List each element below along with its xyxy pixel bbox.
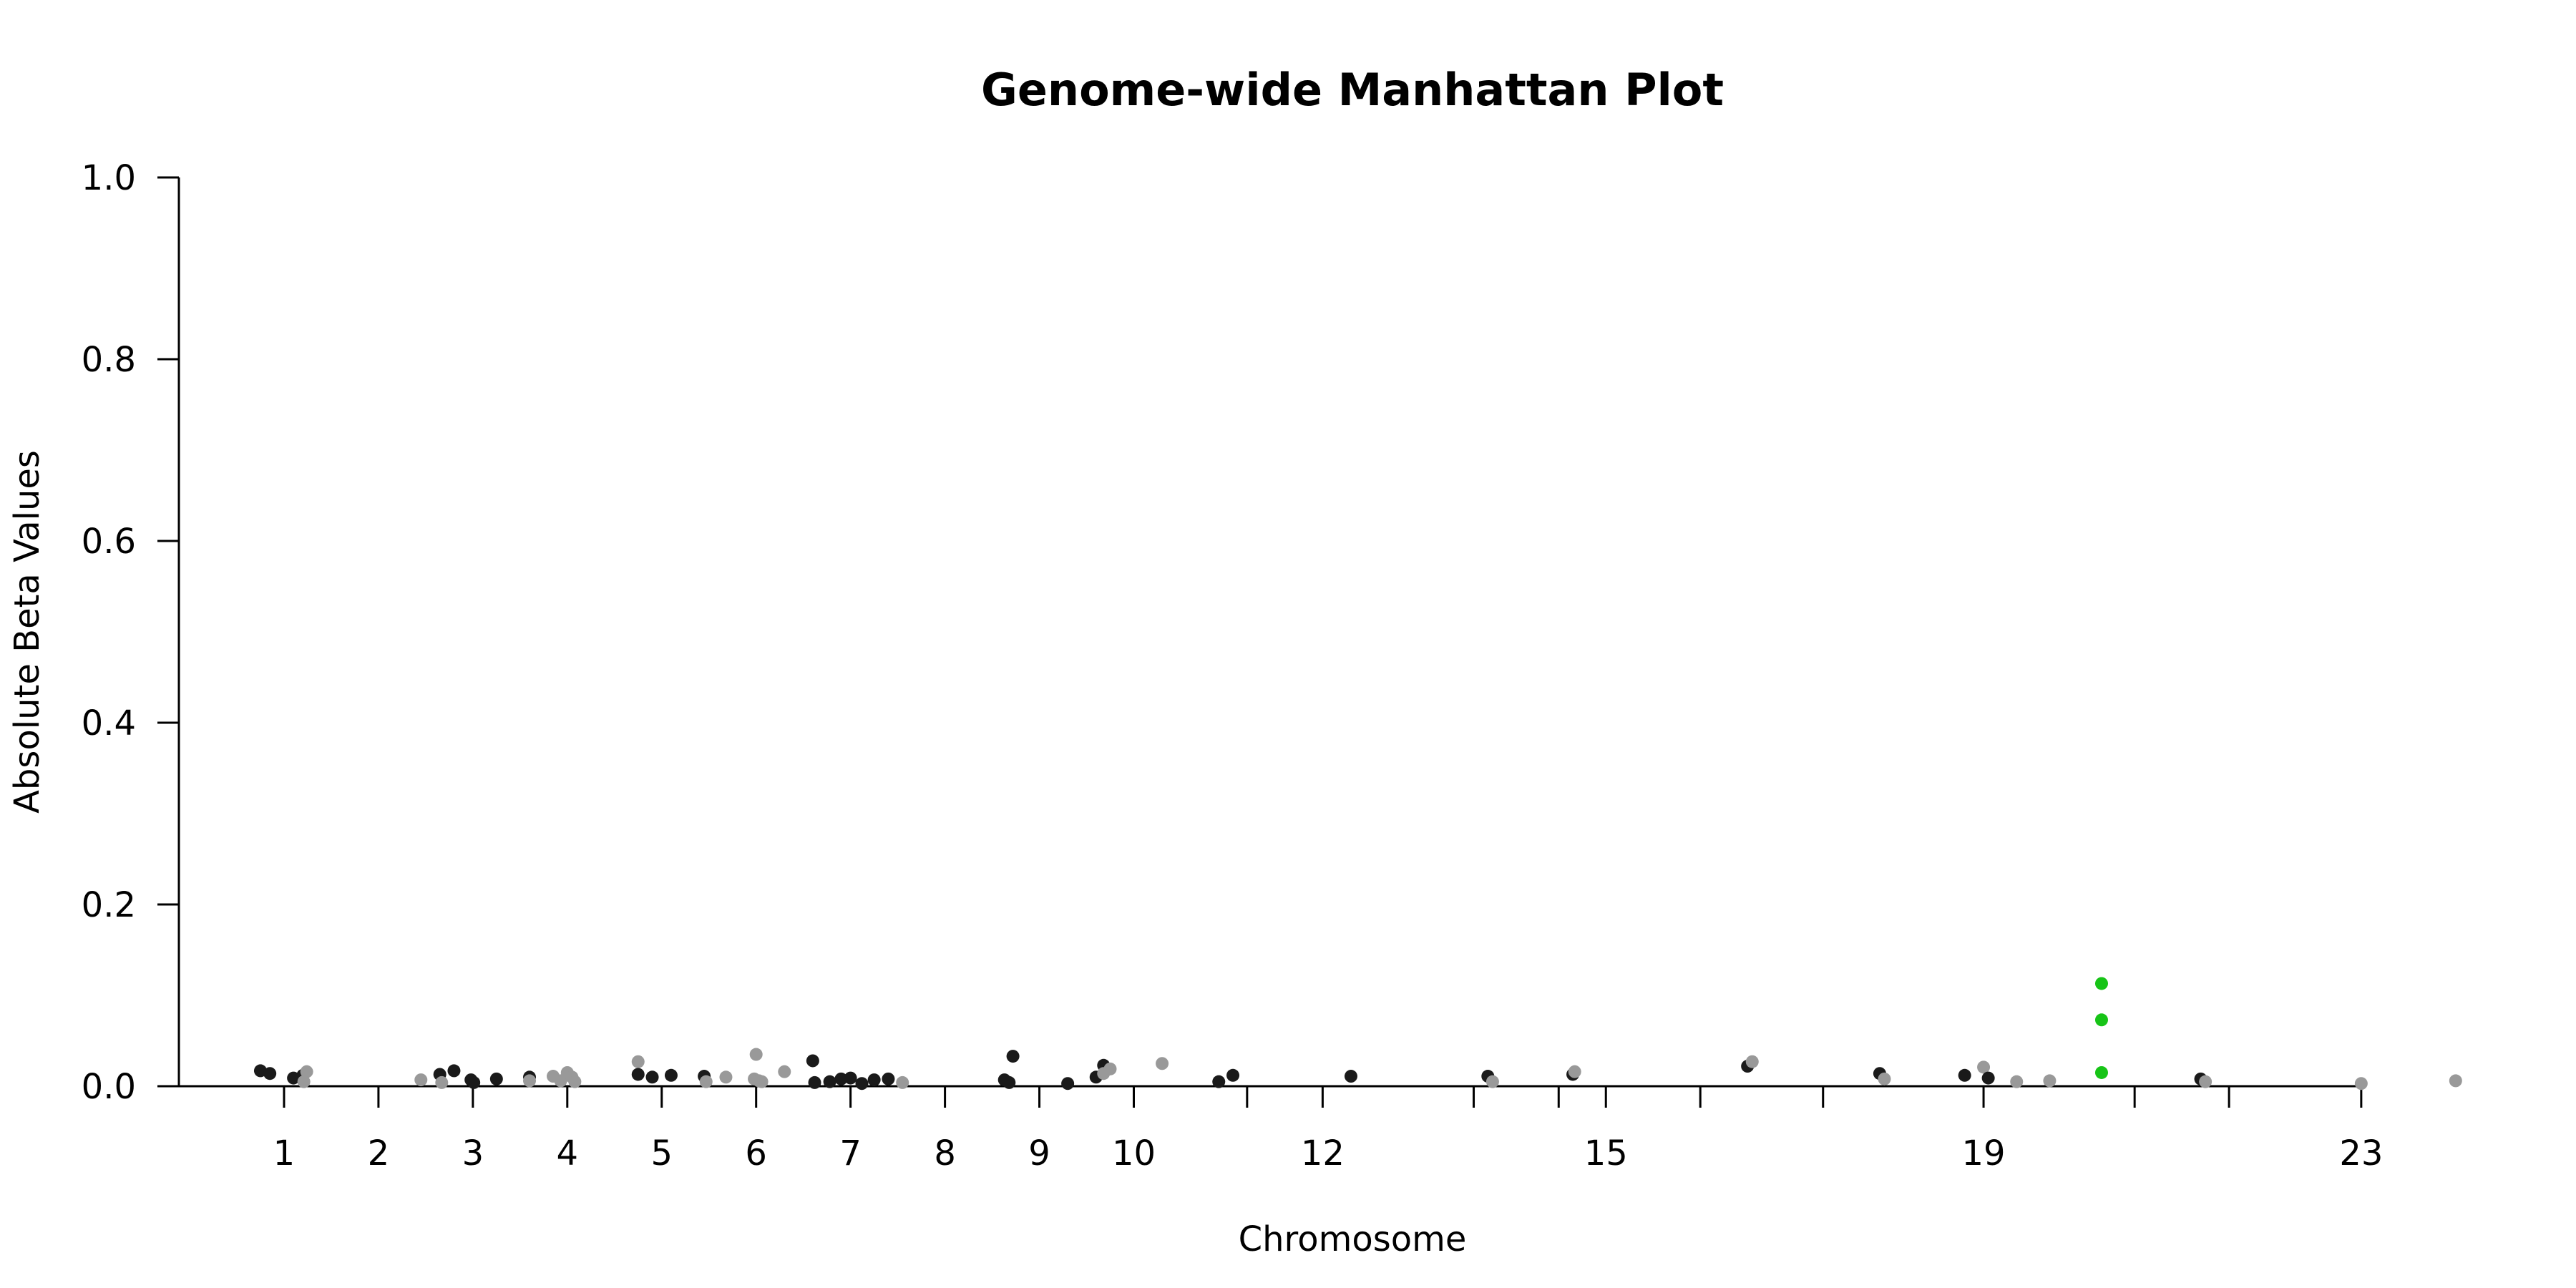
x-tick-label: 8 [934,1133,956,1174]
y-tick-label: 0.2 [82,885,136,925]
data-point-highlight [2094,977,2108,990]
data-point-light [1485,1075,1499,1088]
y-tick-label: 0.4 [82,703,136,743]
data-point-dark [806,1054,819,1068]
data-point-dark [823,1075,836,1088]
data-point-light [568,1075,582,1088]
x-tick-label: 15 [1584,1133,1628,1174]
data-point-dark [1061,1077,1075,1091]
x-tick-label: 1 [273,1133,296,1174]
data-point-dark [1226,1068,1240,1082]
y-tick-label: 0.0 [82,1067,136,1107]
x-tick-label: 3 [462,1133,484,1174]
x-tick-label: 4 [557,1133,579,1174]
data-point-dark [664,1068,678,1082]
data-point-dark [1981,1071,1995,1085]
data-point-dark [844,1071,857,1085]
data-point-dark [867,1073,881,1087]
data-point-light [2354,1077,2368,1091]
y-tick-label: 1.0 [82,158,136,198]
y-axis: 0.0 0.2 0.4 0.6 0.8 1.0 [82,158,180,1107]
data-point-dark [263,1067,277,1080]
x-tick-label: 12 [1301,1133,1345,1174]
data-point-light [719,1070,733,1084]
x-tick-label: 5 [650,1133,673,1174]
data-point-dark [834,1072,848,1085]
x-axis-label: Chromosome [1239,1219,1467,1259]
data-point-dark [855,1077,869,1091]
data-point-light [300,1065,313,1078]
data-point-dark [1344,1070,1357,1083]
data-point-dark [447,1064,461,1078]
x-axis: 1 2 3 4 5 6 7 8 9 10 12 15 19 23 [179,1085,2383,1174]
data-point-light [2010,1075,2024,1088]
x-tick-label: 9 [1028,1133,1050,1174]
data-point-light [778,1065,791,1078]
data-point-dark [1002,1075,1016,1089]
data-point-light [1156,1057,1169,1070]
data-point-highlight [2094,1013,2108,1027]
data-point-dark [882,1072,895,1085]
data-point-light [1103,1062,1117,1075]
data-point-light [1745,1055,1759,1068]
chart-title: Genome-wide Manhattan Plot [981,64,1724,116]
data-point-highlight [2094,1065,2108,1079]
data-point-dark [1006,1050,1020,1063]
y-axis-label: Absolute Beta Values [7,450,47,814]
data-point-dark [645,1070,659,1084]
x-tick-label: 2 [368,1133,390,1174]
data-point-dark [808,1075,821,1089]
data-point-dark [489,1072,503,1085]
y-tick-label: 0.6 [82,522,136,562]
x-tick-label: 7 [839,1133,862,1174]
data-point-light [1977,1060,1991,1074]
x-tick-label: 10 [1112,1133,1156,1174]
data-point-light [699,1075,713,1088]
data-points [253,977,2462,1091]
data-point-light [523,1074,537,1088]
data-point-light [297,1075,311,1088]
data-point-light [2449,1074,2462,1088]
y-tick-label: 0.8 [82,340,136,380]
x-tick-label: 23 [2339,1133,2383,1174]
data-point-light [2043,1074,2057,1088]
data-point-light [1568,1065,1581,1078]
data-point-dark [1958,1068,1971,1082]
data-point-light [631,1055,645,1068]
x-tick-label: 6 [745,1133,767,1174]
data-point-light [755,1075,769,1088]
data-point-dark [1212,1075,1226,1088]
data-point-light [749,1048,763,1061]
data-point-dark [467,1075,481,1089]
data-point-light [2199,1075,2212,1088]
x-tick-label: 19 [1962,1133,2006,1174]
data-point-light [435,1075,449,1089]
data-point-light [1878,1072,1891,1085]
data-point-dark [631,1068,645,1081]
data-point-light [414,1073,428,1087]
data-point-light [896,1075,909,1089]
